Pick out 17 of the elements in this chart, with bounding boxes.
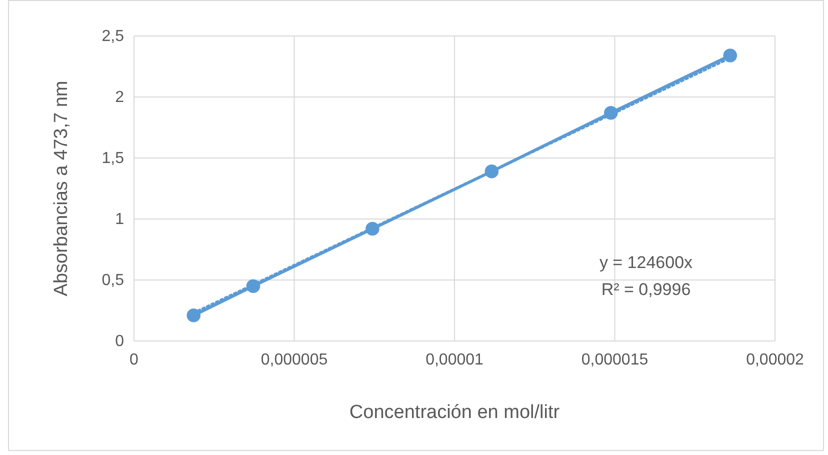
- y-axis-title: Absorbancias a 473,7 nm: [51, 80, 72, 296]
- y-tick-label: 1: [115, 211, 124, 228]
- x-tick-label: 0: [130, 351, 139, 368]
- y-tick-label: 2,5: [102, 28, 124, 46]
- x-tick-label: 0,000015: [581, 351, 648, 368]
- annotation: R² = 0,9996: [601, 280, 691, 299]
- y-tick-label: 0: [115, 333, 124, 350]
- x-tick-label: 0,00001: [426, 351, 484, 368]
- y-tick-label: 1,5: [102, 150, 124, 168]
- annotation: y = 124600x: [599, 253, 694, 272]
- x-axis-title: Concentración en mol/litr: [349, 402, 560, 423]
- y-tick-label: 2: [115, 89, 124, 106]
- x-tick-label: 0,00002: [746, 351, 804, 368]
- point: [723, 48, 738, 62]
- x-tick-label: 0,000005: [260, 351, 328, 368]
- y-tick-label: 0,5: [102, 272, 124, 290]
- point: [186, 308, 201, 322]
